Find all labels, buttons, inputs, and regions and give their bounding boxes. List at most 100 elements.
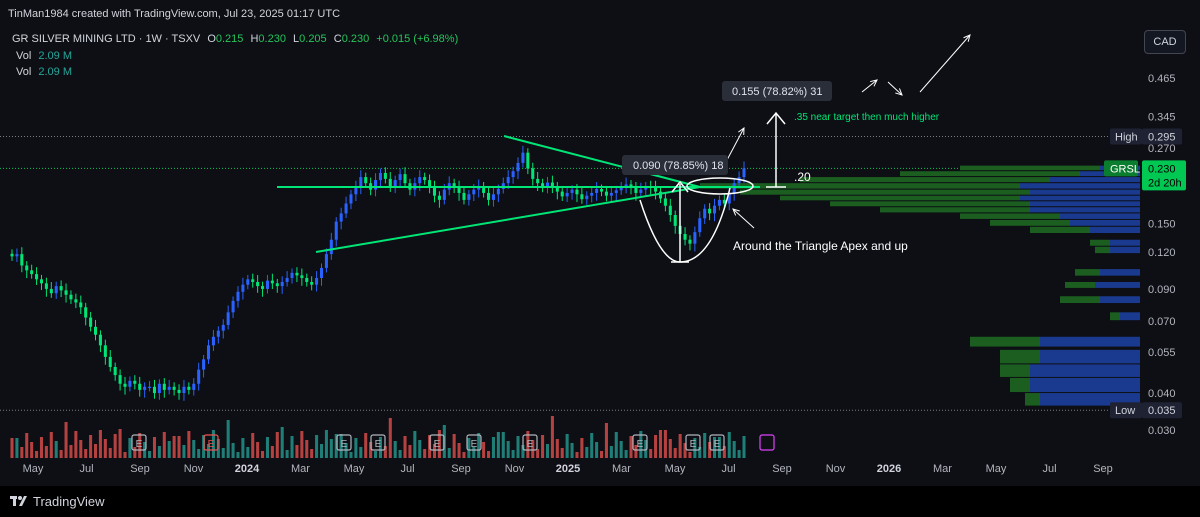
x-tick-label: Nov xyxy=(184,463,204,475)
candle-body xyxy=(290,272,294,278)
volume-bar xyxy=(683,443,687,458)
time-axis[interactable]: May Jul Sep Nov 2024 Mar May Jul Sep Nov 2025 Mar Ma… xyxy=(23,463,1113,475)
candle-body xyxy=(595,188,599,193)
volume-bar xyxy=(516,436,520,458)
earnings-marker[interactable]: E xyxy=(637,439,644,450)
volume-legend-1[interactable]: Vol 2.09 M xyxy=(16,50,72,62)
x-tick-label: Mar xyxy=(933,463,952,475)
volume-bar xyxy=(678,434,682,458)
apex-ellipse xyxy=(686,177,754,195)
volume-bar xyxy=(629,436,633,458)
y-tick-label: 0.120 xyxy=(1148,247,1176,259)
symbol-name[interactable]: GR SILVER MINING LTD · 1W · TSXV xyxy=(12,33,201,45)
price-axis[interactable]: 0.465 0.345 0.270 0.150 0.120 0.090 0.070 0.055… xyxy=(1104,73,1186,437)
triangle-upper-line xyxy=(503,135,701,188)
candle-body xyxy=(550,182,554,187)
earnings-marker[interactable]: E xyxy=(714,439,721,450)
volume-bar xyxy=(491,437,495,458)
future-earnings-marker-box xyxy=(759,434,775,451)
earnings-marker[interactable]: E xyxy=(690,439,697,450)
price-label-value: 0.295 xyxy=(1148,131,1176,143)
candle-body xyxy=(722,199,726,204)
volume-legend-2[interactable]: Vol 2.09 M xyxy=(16,66,72,78)
level-note: .20 xyxy=(794,170,811,184)
candle-body xyxy=(241,284,245,292)
target-note: .35 near target then much higher xyxy=(794,112,940,123)
volume-bar xyxy=(295,445,299,458)
high-value: 0.230 xyxy=(258,33,286,45)
candle-body xyxy=(59,286,63,291)
candle-body xyxy=(713,205,717,214)
earnings-marker[interactable]: E xyxy=(208,439,215,450)
volume-bar xyxy=(211,430,215,458)
candle-body xyxy=(157,383,161,394)
tradingview-brand[interactable]: TradingView xyxy=(10,492,105,510)
volume-bar xyxy=(742,436,746,458)
volume-bar xyxy=(378,437,382,458)
volume-bar xyxy=(265,437,269,458)
earnings-marker[interactable]: E xyxy=(136,439,143,450)
volume-bar xyxy=(15,438,19,458)
candle-body xyxy=(295,272,299,276)
volume-bar xyxy=(624,450,628,458)
candle-body xyxy=(565,192,569,197)
earnings-marker[interactable]: E xyxy=(527,439,534,450)
profile-bar-green xyxy=(780,195,1020,201)
candle-body xyxy=(143,386,147,390)
candle-body xyxy=(54,286,58,294)
candle-body xyxy=(182,386,186,394)
candle-body xyxy=(388,178,392,187)
profile-bar-blue xyxy=(1070,219,1140,226)
candle-body xyxy=(84,307,88,318)
candle-body xyxy=(703,208,707,219)
path-arrow-rise-head xyxy=(870,79,878,87)
volume-bar xyxy=(467,438,471,458)
volume-bar xyxy=(595,442,599,458)
profile-bar-green xyxy=(1090,239,1110,246)
currency-button[interactable]: CAD xyxy=(1144,30,1186,54)
profile-bar-blue xyxy=(1120,312,1140,321)
profile-bar-green xyxy=(1025,393,1040,406)
volume-bar xyxy=(226,420,230,458)
earnings-marker[interactable]: E xyxy=(375,439,382,450)
volume-bar xyxy=(722,446,726,458)
earnings-marker-box xyxy=(632,434,648,451)
candle-body xyxy=(305,277,309,282)
profile-bar-blue xyxy=(1050,177,1140,183)
price-label-box xyxy=(1142,160,1186,191)
candle-body xyxy=(590,192,594,196)
candle-body xyxy=(487,192,491,200)
profile-bar-blue xyxy=(1095,281,1140,288)
candle-body xyxy=(211,336,215,346)
x-tick-label: Mar xyxy=(291,463,310,475)
volume-bar xyxy=(44,446,48,458)
earnings-marker[interactable]: E xyxy=(341,439,348,450)
volume-value: 2.09 M xyxy=(38,50,72,62)
volume-bar xyxy=(305,440,309,458)
earnings-marker[interactable]: E xyxy=(471,439,478,450)
volume-label: Vol xyxy=(16,50,32,62)
candle-body xyxy=(324,254,328,268)
volume-bar xyxy=(162,432,166,458)
footer-background xyxy=(0,486,1200,517)
candle-body xyxy=(359,177,363,187)
candle-body xyxy=(162,383,166,390)
volume-bar xyxy=(560,448,564,458)
volume-bar xyxy=(177,436,181,458)
candle-body xyxy=(231,300,235,313)
volume-bar xyxy=(477,433,481,458)
earnings-marker-box xyxy=(429,434,445,451)
candle-body xyxy=(113,366,117,376)
candle-body xyxy=(108,356,112,367)
earnings-marker-box xyxy=(709,434,725,451)
candle-body xyxy=(393,180,397,187)
volume-bar xyxy=(447,448,451,458)
measure-label-1: 0.090 (78.85%) 18 xyxy=(633,160,724,172)
earnings-marker[interactable]: E xyxy=(434,439,441,450)
symbol-legend[interactable]: GR SILVER MINING LTD · 1W · TSXV O0.215 … xyxy=(12,33,458,45)
candle-body xyxy=(516,162,520,172)
candle-body xyxy=(496,188,500,195)
candle-body xyxy=(118,375,122,384)
candle-body xyxy=(609,192,613,196)
